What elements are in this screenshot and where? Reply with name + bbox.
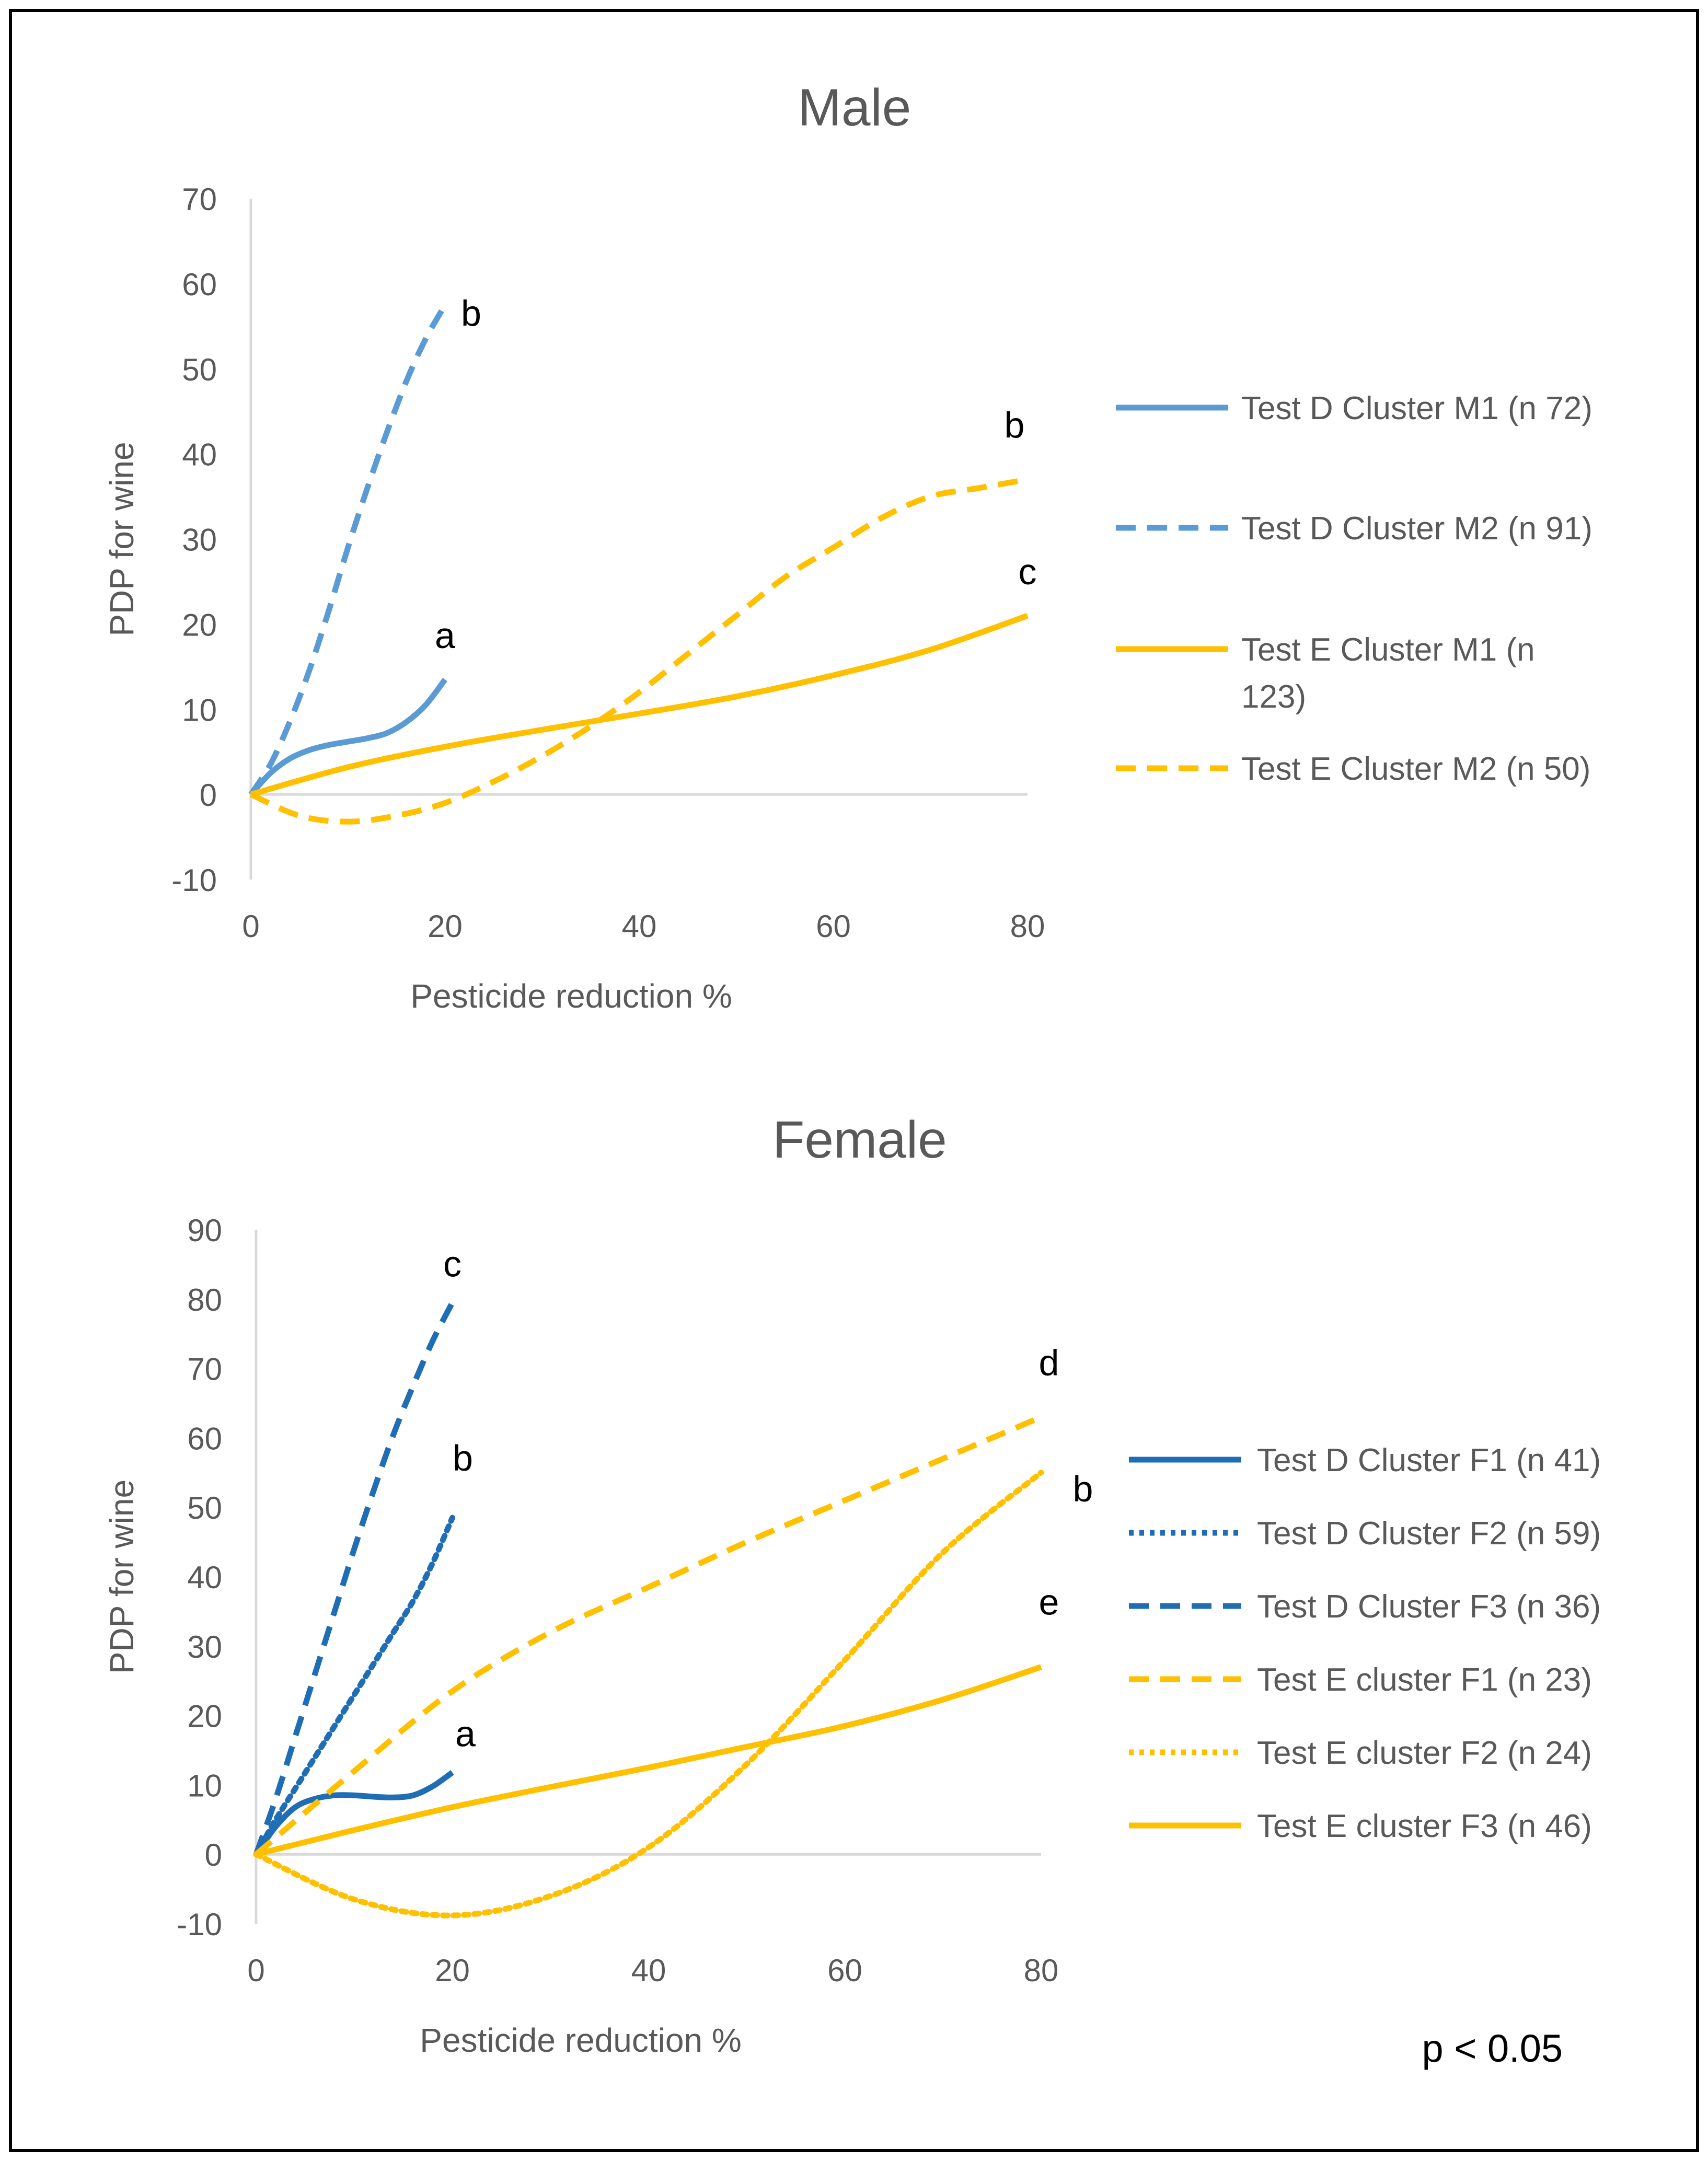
y-tick-label: 20 xyxy=(182,607,217,642)
y-tick-label: -10 xyxy=(171,863,217,898)
y-tick-label: 0 xyxy=(205,1838,222,1873)
legend-label: Test D Cluster F1 (n 41) xyxy=(1257,1442,1601,1478)
y-tick-label: 40 xyxy=(187,1560,222,1595)
series-line xyxy=(253,1770,454,1856)
y-tick-label: 50 xyxy=(182,352,217,387)
legend-label: Test D Cluster F3 (n 36) xyxy=(1257,1589,1601,1625)
series-line xyxy=(248,303,448,796)
x-tick-label: 60 xyxy=(827,1953,862,1988)
x-axis-label: Pesticide reduction % xyxy=(420,2021,741,2059)
x-tick-label: 0 xyxy=(247,1953,264,1988)
significance-letter: b xyxy=(453,1438,473,1478)
series-line xyxy=(254,1414,1043,1857)
chart-title: Male xyxy=(798,78,911,137)
legend-label: Test D Cluster M1 (n 72) xyxy=(1241,390,1592,426)
significance-note: p < 0.05 xyxy=(1422,2027,1563,2070)
y-tick-label: 30 xyxy=(182,523,217,558)
significance-letter: a xyxy=(455,1713,476,1754)
significance-letter: b xyxy=(1005,405,1025,445)
series-line xyxy=(250,613,1029,798)
y-tick-label: -10 xyxy=(177,1907,222,1942)
x-tick-label: 40 xyxy=(631,1953,666,1988)
y-tick-label: 20 xyxy=(187,1699,222,1734)
y-tick-label: 70 xyxy=(182,182,217,217)
x-tick-label: 80 xyxy=(1010,909,1045,944)
significance-letter: a xyxy=(435,615,455,656)
y-tick-label: 70 xyxy=(187,1352,222,1387)
x-tick-label: 20 xyxy=(435,1953,470,1988)
significance-letter: e xyxy=(1039,1582,1059,1623)
legend-label: Test D Cluster F2 (n 59) xyxy=(1257,1516,1601,1552)
y-tick-label: 90 xyxy=(187,1213,222,1248)
x-tick-label: 60 xyxy=(816,909,851,944)
legend-label: Test E Cluster M1 (n 123) xyxy=(1241,632,1535,715)
legend-label: Test D Cluster M2 (n 91) xyxy=(1241,511,1592,547)
male-chart: Male -10 0 10 20 30 40 50 60 70 0 20 40 60 80 Pesticide… xyxy=(103,78,1592,1015)
x-tick-label: 80 xyxy=(1024,1953,1059,1988)
series-line xyxy=(253,1470,1044,1919)
significance-letter: d xyxy=(1039,1343,1059,1383)
series-line xyxy=(249,477,1028,825)
x-tick-label: 20 xyxy=(428,909,463,944)
chart-title: Female xyxy=(772,1111,947,1169)
y-tick-label: 10 xyxy=(187,1768,222,1803)
legend-label: Test E Cluster M2 (n 50) xyxy=(1241,751,1590,787)
significance-letter: c xyxy=(1019,551,1037,592)
legend-label: Test E cluster F3 (n 46) xyxy=(1257,1808,1592,1844)
x-axis-label: Pesticide reduction % xyxy=(410,977,732,1015)
legend-label: Test E cluster F2 (n 24) xyxy=(1257,1735,1592,1771)
series-line xyxy=(253,1301,455,1856)
female-chart: Female -10 0 10 20 30 40 50 60 70 80 90 0 20 40 60 80 Pes… xyxy=(103,1111,1601,2059)
y-tick-label: 60 xyxy=(182,267,217,302)
y-tick-label: 60 xyxy=(187,1421,222,1456)
series-line xyxy=(248,677,447,796)
significance-letter: b xyxy=(461,293,481,334)
y-axis-label: PDP for wine xyxy=(103,1480,141,1674)
y-tick-label: 10 xyxy=(182,692,217,727)
y-tick-label: 80 xyxy=(187,1282,222,1318)
y-tick-label: 40 xyxy=(182,437,217,472)
significance-letter: b xyxy=(1073,1469,1093,1509)
y-tick-label: 50 xyxy=(187,1490,222,1526)
y-tick-label: 30 xyxy=(187,1630,222,1665)
y-axis-label: PDP for wine xyxy=(103,442,141,636)
significance-letter: c xyxy=(443,1243,461,1284)
x-tick-label: 0 xyxy=(242,909,259,944)
series-line xyxy=(253,1515,455,1857)
y-tick-label: 0 xyxy=(200,778,217,813)
x-tick-label: 40 xyxy=(622,909,657,944)
series-line xyxy=(255,1664,1042,1857)
legend-label: Test E cluster F1 (n 23) xyxy=(1257,1662,1592,1698)
